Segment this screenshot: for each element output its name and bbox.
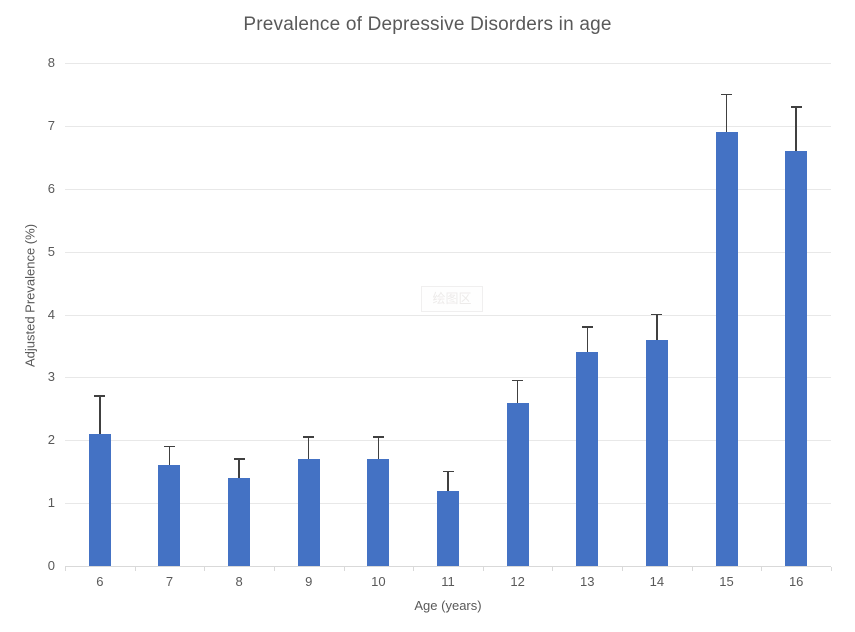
bar-age-10 (367, 459, 390, 566)
y-tick-label-2: 2 (47, 432, 55, 448)
bar-age-9 (297, 459, 320, 566)
error-bar-cap-age-6 (94, 395, 106, 397)
x-tick-label-10: 10 (371, 574, 386, 589)
bar-age-13 (576, 352, 599, 566)
y-tick-label-0: 0 (47, 558, 55, 573)
x-tick-label-9: 9 (305, 574, 313, 589)
bar-age-14 (645, 339, 668, 566)
bar-age-6 (88, 433, 111, 566)
y-tick-label-1: 1 (47, 495, 55, 511)
x-tick-label-14: 14 (649, 574, 665, 589)
bar-age-12 (506, 402, 529, 566)
error-bar-cap-age-16 (790, 106, 802, 108)
bar-age-15 (715, 132, 738, 566)
error-bar-line-age-6 (99, 396, 101, 434)
chart-title: Prevalence of Depressive Disorders in ag… (243, 14, 612, 35)
error-bar-line-age-7 (168, 446, 171, 466)
x-axis-tick (273, 567, 275, 571)
error-bar-cap-age-12 (512, 379, 524, 382)
y-tick-label-6: 6 (47, 180, 55, 196)
x-tick-label-13: 13 (580, 574, 595, 589)
x-tick-label-16: 16 (788, 574, 804, 589)
x-tick-label-7: 7 (165, 574, 174, 589)
x-tick-label-15: 15 (719, 574, 734, 589)
gridline-y-7 (65, 125, 831, 127)
bar-age-7 (158, 465, 181, 566)
x-axis-tick (552, 567, 554, 571)
gridline-y-8 (65, 63, 831, 64)
gridline-y-4 (65, 314, 831, 316)
y-tick-label-8: 8 (47, 55, 55, 70)
gridline-y-5 (65, 251, 831, 253)
error-bar-line-age-9 (307, 437, 310, 460)
x-axis-tick (343, 567, 345, 571)
error-bar-line-age-14 (656, 314, 658, 340)
error-bar-line-age-11 (447, 471, 449, 491)
x-axis-tick (482, 567, 484, 571)
x-axis-tick (691, 567, 693, 571)
x-axis-tick (831, 567, 832, 571)
gridline-y-6 (65, 188, 831, 190)
x-tick-label-8: 8 (235, 574, 243, 589)
x-tick-label-11: 11 (441, 574, 455, 589)
error-bar-line-age-8 (238, 459, 240, 478)
error-bar-cap-age-11 (442, 470, 454, 473)
y-tick-label-5: 5 (47, 243, 55, 259)
error-bar-line-age-13 (586, 327, 589, 353)
x-axis-tick (761, 567, 763, 571)
y-tick-label-7: 7 (47, 117, 55, 133)
bar-age-11 (437, 490, 459, 566)
y-tick-label-4: 4 (47, 306, 55, 322)
x-axis-tick (65, 567, 66, 571)
error-bar-line-age-10 (377, 437, 380, 460)
error-bar-cap-age-9 (303, 436, 315, 438)
error-bar-line-age-16 (795, 107, 797, 151)
gridline-y-2 (65, 440, 831, 442)
error-bar-cap-age-15 (721, 93, 733, 96)
x-tick-label-6: 6 (96, 574, 104, 589)
y-tick-label-3: 3 (47, 369, 55, 385)
error-bar-cap-age-13 (581, 326, 593, 328)
gridline-y-3 (65, 377, 831, 379)
x-axis-baseline (65, 566, 831, 567)
bar-age-8 (228, 477, 251, 566)
x-axis-title: Age (years) (414, 598, 482, 613)
x-axis-tick (204, 567, 206, 571)
error-bar-cap-age-10 (372, 436, 384, 438)
x-axis-tick (413, 567, 415, 571)
bar-age-16 (785, 151, 808, 566)
error-bar-line-age-15 (725, 94, 728, 133)
error-bar-cap-age-14 (651, 313, 663, 316)
x-axis-tick (134, 567, 136, 571)
plot-area-watermark: 绘图区 (421, 286, 483, 312)
error-bar-cap-age-8 (233, 458, 245, 460)
error-bar-cap-age-7 (163, 445, 175, 448)
x-axis-tick (622, 567, 624, 571)
error-bar-line-age-12 (516, 380, 519, 403)
x-tick-label-12: 12 (510, 574, 525, 589)
